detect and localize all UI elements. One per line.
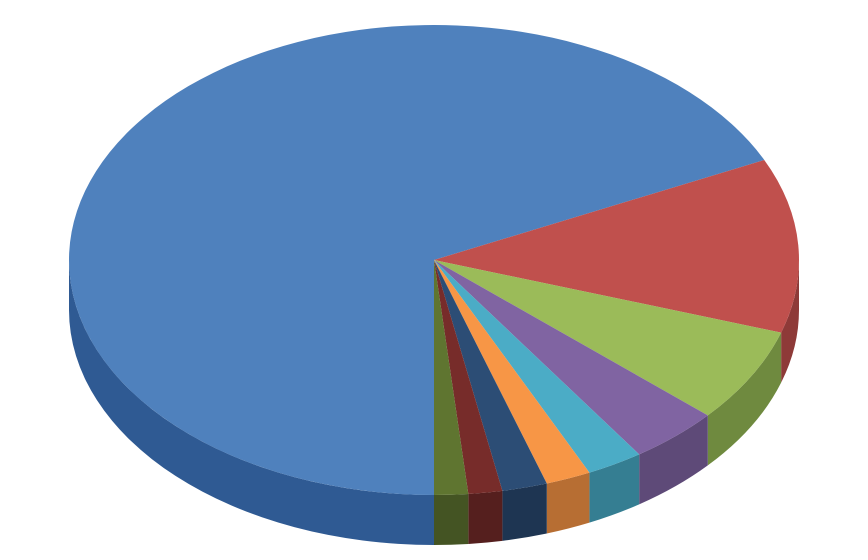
pie-chart-svg: [0, 0, 868, 560]
pie-slice-side: [468, 491, 502, 544]
pie-chart-3d: [0, 0, 868, 560]
pie-slice-side: [434, 494, 468, 545]
pie-slice-side: [502, 483, 546, 540]
